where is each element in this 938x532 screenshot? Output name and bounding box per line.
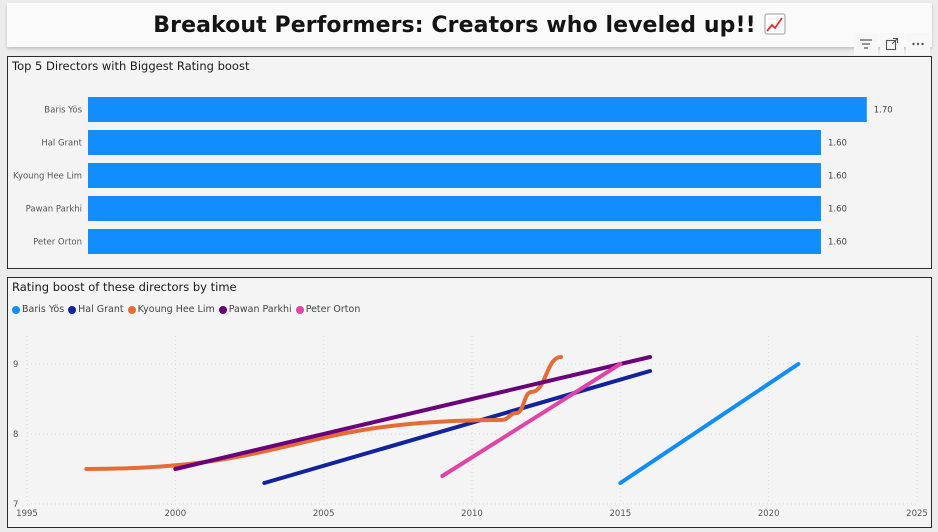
x-tick-label-2015: 2015 <box>610 509 632 519</box>
bar-pawan-parkhi[interactable] <box>88 196 821 221</box>
bar-chart-svg: Baris Yös 1.70 Hal Grant 1.60 Kyoung Hee Lim… <box>13 97 893 254</box>
bar-value-label-pawan-parkhi: 1.60 <box>828 205 847 215</box>
bar-value-label-baris-yos: 1.70 <box>874 106 893 116</box>
legend-item-kyoung-hee-lim[interactable]: Kyoung Hee Lim <box>127 304 215 315</box>
bar-value-label-kyoung-hee-lim: 1.60 <box>828 172 847 182</box>
line-chart-visual[interactable]: Rating boost of these directors by time … <box>7 277 932 528</box>
x-tick-label-1995: 1995 <box>16 509 38 519</box>
bar-hal-grant[interactable] <box>88 130 821 155</box>
bar-baris-yos[interactable] <box>88 97 867 122</box>
y-tick-label-7: 7 <box>13 500 18 510</box>
legend-label: Hal Grant <box>78 304 124 315</box>
series-line-peter-orton[interactable] <box>440 362 623 478</box>
bar-category-label-pawan-parkhi: Pawan Parkhi <box>26 205 82 215</box>
more-options-icon <box>912 42 924 46</box>
legend-marker <box>218 305 227 314</box>
focus-mode-button[interactable] <box>880 33 904 55</box>
page-title-text: Breakout Performers: Creators who levele… <box>153 12 756 38</box>
chart-increasing-icon <box>764 13 786 34</box>
x-tick-label-2010: 2010 <box>461 509 483 519</box>
filter-button[interactable] <box>854 33 878 55</box>
y-tick-label-8: 8 <box>13 430 18 440</box>
legend-label: Pawan Parkhi <box>228 304 292 315</box>
legend-item-baris-yos[interactable]: Baris Yös <box>12 304 64 315</box>
legend-item-hal-grant[interactable]: Hal Grant <box>68 304 124 315</box>
series-line-pawan-parkhi[interactable] <box>173 355 652 471</box>
x-tick-label-2000: 2000 <box>165 509 187 519</box>
legend-marker <box>127 305 136 314</box>
bar-value-label-peter-orton: 1.60 <box>828 238 847 248</box>
visual-header-toolbar <box>854 33 930 55</box>
bar-kyoung-hee-lim[interactable] <box>88 163 821 188</box>
focus-mode-icon <box>885 37 899 51</box>
bar-category-label-peter-orton: Peter Orton <box>33 238 82 248</box>
x-tick-label-2005: 2005 <box>313 509 335 519</box>
series-line-baris-yos[interactable] <box>618 362 801 485</box>
title-card: Breakout Performers: Creators who levele… <box>7 3 932 47</box>
bar-chart-title: Top 5 Directors with Biggest Rating boos… <box>12 59 250 73</box>
bar-value-label-hal-grant: 1.60 <box>828 139 847 149</box>
bar-chart-visual[interactable]: Top 5 Directors with Biggest Rating boos… <box>7 56 932 269</box>
x-tick-label-2025: 2025 <box>906 509 928 519</box>
bar-category-label-hal-grant: Hal Grant <box>41 139 82 149</box>
page-title: Breakout Performers: Creators who levele… <box>153 12 786 38</box>
legend-label: Kyoung Hee Lim <box>137 304 215 315</box>
more-options-button[interactable] <box>906 33 930 55</box>
series-line-hal-grant[interactable] <box>262 369 652 485</box>
bar-category-label-baris-yos: Baris Yös <box>44 106 82 116</box>
legend-label: Baris Yös <box>22 304 65 315</box>
filter-icon <box>860 39 872 49</box>
y-tick-label-9: 9 <box>13 360 18 370</box>
line-chart-title: Rating boost of these directors by time <box>12 280 237 294</box>
legend-marker <box>295 305 304 314</box>
legend-marker <box>68 305 77 314</box>
line-chart-svg: 1995 2000 2005 2010 2015 2020 2025 7 8 9 <box>13 336 928 519</box>
series-line-kyoung-hee-lim[interactable] <box>84 355 563 471</box>
legend-label: Peter Orton <box>305 304 361 315</box>
legend-item-pawan-parkhi[interactable]: Pawan Parkhi <box>218 304 292 315</box>
legend-item-peter-orton[interactable]: Peter Orton <box>295 304 361 315</box>
legend-marker <box>12 305 20 314</box>
bar-category-label-kyoung-hee-lim: Kyoung Hee Lim <box>13 172 82 182</box>
line-chart-legend: Baris Yös Hal Grant Kyoung Hee Lim Pawan Pa… <box>12 304 364 315</box>
x-tick-label-2020: 2020 <box>758 509 780 519</box>
bar-peter-orton[interactable] <box>88 229 821 254</box>
